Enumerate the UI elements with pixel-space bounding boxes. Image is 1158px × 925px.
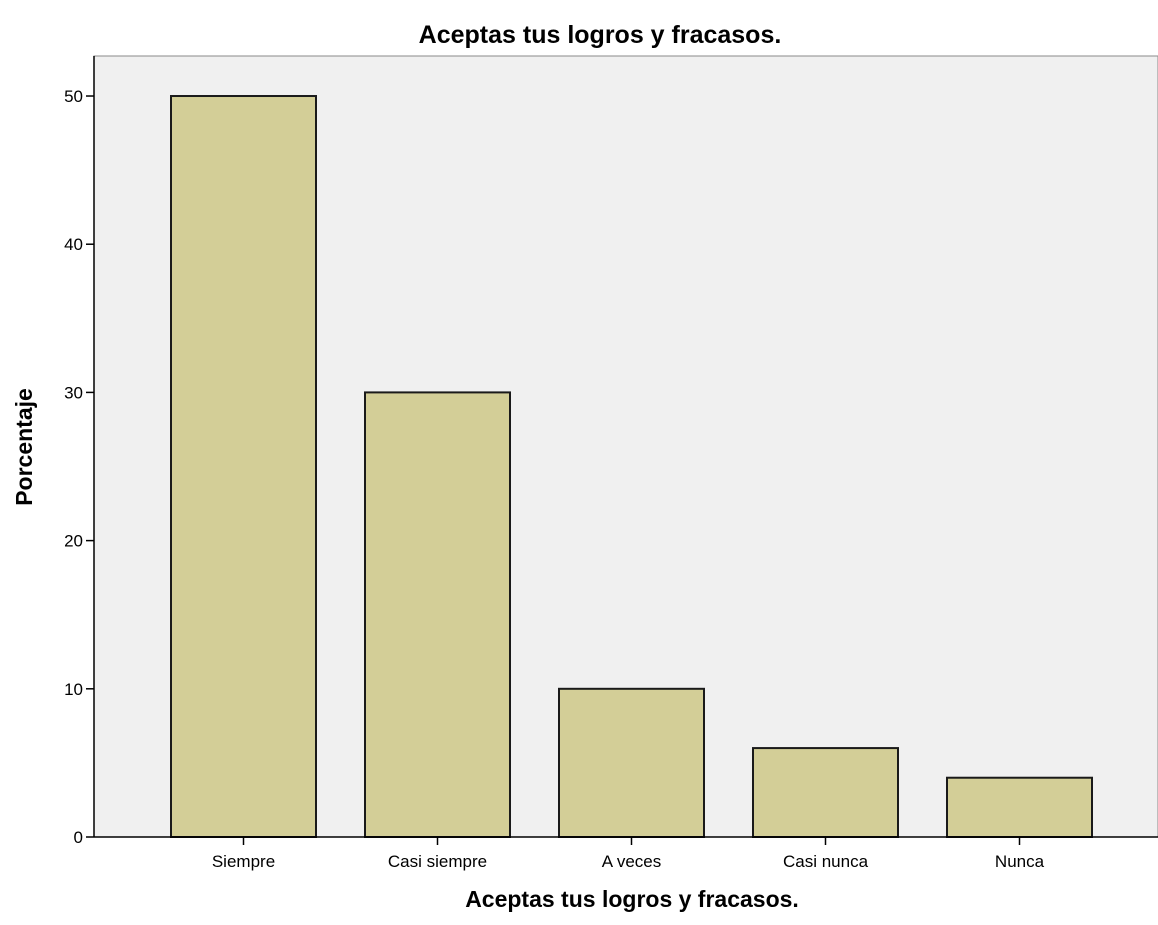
x-tick-label: Casi siempre [388,852,487,871]
x-tick-label: Siempre [212,852,275,871]
x-tick-label: Casi nunca [783,852,869,871]
y-tick-label: 30 [64,383,83,402]
bar-casi-nunca [752,747,899,839]
y-tick-label: 40 [64,235,83,254]
bar-nunca [946,776,1093,839]
y-tick-label: 20 [64,532,83,551]
bar-a-veces [558,687,705,839]
bar-siempre [170,95,317,838]
x-axis-ticks: Siempre Casi siempre A veces Casi nunca Nunc… [212,837,1045,871]
bar-casi-siempre [364,391,511,838]
x-tick-label: Nunca [995,852,1045,871]
y-tick-label: 0 [74,828,83,847]
x-tick-label: A veces [602,852,662,871]
x-axis-title: Aceptas tus logros y fracasos. [465,886,799,912]
y-tick-label: 50 [64,87,83,106]
chart-title: Aceptas tus logros y fracasos. [419,21,782,49]
y-tick-label: 10 [64,680,83,699]
y-axis-ticks: 0 10 20 30 40 50 [64,87,94,847]
y-axis-title: Porcentaje [11,388,37,506]
